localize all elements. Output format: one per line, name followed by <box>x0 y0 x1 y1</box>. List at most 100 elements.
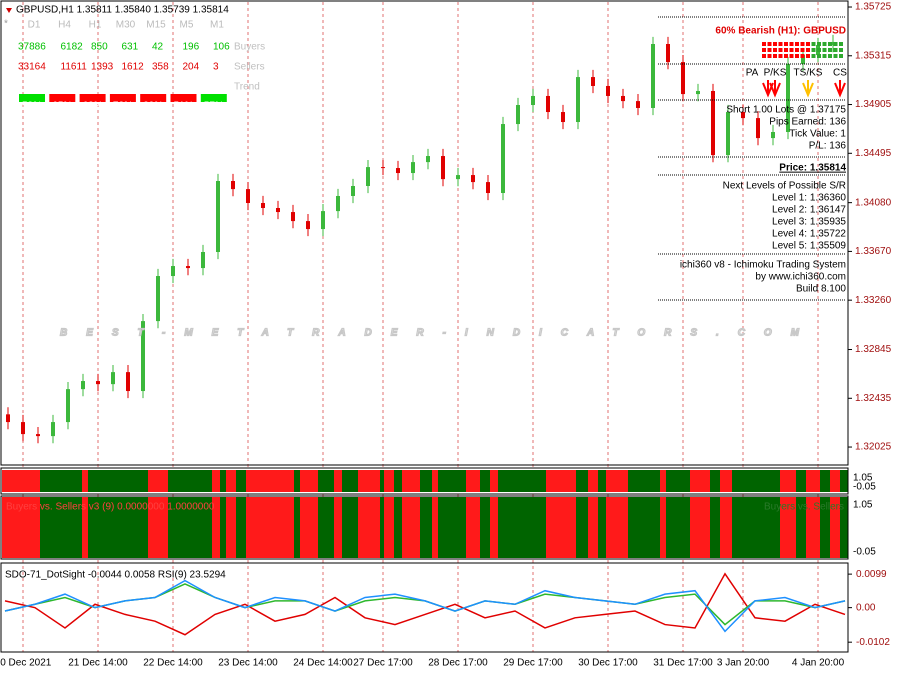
main-frame <box>0 0 849 466</box>
signal-dot <box>789 48 794 52</box>
y-tick-label: 1.33670 <box>855 246 892 257</box>
candle-body <box>411 162 415 174</box>
signal-column: TS/KS <box>794 68 823 79</box>
strip-red <box>384 470 394 492</box>
candle-body <box>426 156 430 163</box>
buyers-count: 196 <box>183 42 200 53</box>
signal-dot <box>778 54 783 58</box>
signal-dot <box>833 48 838 52</box>
signal-dot <box>773 42 777 46</box>
star: * <box>4 19 8 30</box>
sellers-count: 358 <box>152 62 169 73</box>
buyers-count: 6182 <box>61 42 84 53</box>
signal-dot <box>839 42 843 46</box>
candle-body <box>216 181 220 253</box>
strip-red <box>490 470 498 492</box>
strip-red <box>466 470 480 492</box>
strip-red <box>246 470 294 492</box>
signal-dot <box>811 48 816 52</box>
trend-box <box>19 94 45 102</box>
bvs-strip <box>2 497 848 558</box>
x-tick-label: 27 Dec 17:00 <box>353 658 413 669</box>
osc-line <box>4 579 846 633</box>
bvs-title: Buyers vs. Sellers v3 (9) 0.0000000 1.00… <box>6 502 215 513</box>
x-tick-label: 22 Dec 14:00 <box>143 658 203 669</box>
candle-body <box>546 95 550 113</box>
candle-body <box>576 77 580 123</box>
osc-line <box>4 572 846 636</box>
signal-column: PA <box>746 68 759 79</box>
trend-pct: 65% <box>52 101 72 112</box>
trend-box <box>109 94 136 102</box>
signal-arrow <box>762 80 774 98</box>
candle-body <box>96 381 100 385</box>
buyers-count: 37886 <box>18 42 46 53</box>
strip-red <box>300 497 318 558</box>
signal-dot <box>773 48 777 52</box>
signal-dot <box>784 54 788 58</box>
signal-dot <box>778 42 783 46</box>
signal-dot <box>767 48 772 52</box>
signal-dot <box>806 42 810 46</box>
y-tick-label: 1.32435 <box>855 393 892 404</box>
y-tick-label: 1.34495 <box>855 148 892 159</box>
signal-dot <box>800 42 805 46</box>
candle-body <box>306 221 310 230</box>
candle-body <box>531 95 535 106</box>
strip-red <box>334 497 342 558</box>
signal-dot <box>767 54 772 58</box>
strip-red <box>2 470 40 492</box>
sellers-label: Sellers <box>234 62 265 73</box>
strip-red <box>660 470 666 492</box>
signal-dot <box>817 48 821 52</box>
strip-red <box>588 497 598 558</box>
candle-body <box>756 118 760 139</box>
osc-title: SDO-71_DotSight -0.0044 0.0058 RSI(9) 23… <box>5 570 226 581</box>
strip-red <box>358 497 380 558</box>
strip-red <box>690 470 710 492</box>
header-table: D1 H4 H1 M30 M15 M5 M1 37886 6182 850 631 42 196 106 3… <box>18 20 230 112</box>
y-tick-label: 1.32845 <box>855 344 892 355</box>
candle-body <box>831 41 835 46</box>
signal-dot <box>762 48 766 52</box>
timeframe: H4 <box>58 20 71 31</box>
x-tick-label: 21 Dec 14:00 <box>68 658 128 669</box>
timeframe: H1 <box>89 20 102 31</box>
signal-dot <box>806 48 810 52</box>
signal-dot <box>767 42 772 46</box>
x-tick-label: 3 Jan 20:00 <box>717 658 770 669</box>
credit: ichi360 v8 - Ichimoku Trading System <box>680 260 846 271</box>
y-tick-label: 1.32025 <box>855 442 892 453</box>
strip-red <box>82 470 88 492</box>
signal-dot <box>762 42 766 46</box>
candle-body <box>441 156 445 180</box>
signal-dot <box>795 42 799 46</box>
trend-pct: 72% <box>113 101 133 112</box>
trend-box <box>170 94 197 102</box>
position: Short 1.00 Lots @ 1.37175 <box>726 105 846 116</box>
p2-tick: -0.05 <box>853 547 876 558</box>
levels-title: Next Levels of Possible S/R <box>723 181 846 192</box>
candle-body <box>351 186 355 196</box>
strip-red <box>546 497 576 558</box>
sellers-count: 3 <box>213 62 219 73</box>
candle-body <box>6 414 10 423</box>
candle-body <box>636 101 640 108</box>
candle-body <box>621 95 625 102</box>
signal-dots <box>762 42 843 58</box>
x-tick-label: 29 Dec 17:00 <box>503 658 563 669</box>
price: Price: 1.35814 <box>779 163 846 174</box>
candle-body <box>201 252 205 269</box>
signal-column: P/KS <box>764 68 787 79</box>
buyers-count: 631 <box>122 42 139 53</box>
credit: by www.ichi360.com <box>755 272 846 283</box>
timeframe: M5 <box>180 20 194 31</box>
x-tick-label: 20 Dec 2021 <box>0 658 52 669</box>
signal-dot <box>828 48 832 52</box>
sellers-count: 1393 <box>91 62 114 73</box>
trend-pct: 62% <box>83 101 103 112</box>
timeframe: M1 <box>210 20 224 31</box>
timeframe: M30 <box>116 20 136 31</box>
candle-body <box>681 62 685 95</box>
